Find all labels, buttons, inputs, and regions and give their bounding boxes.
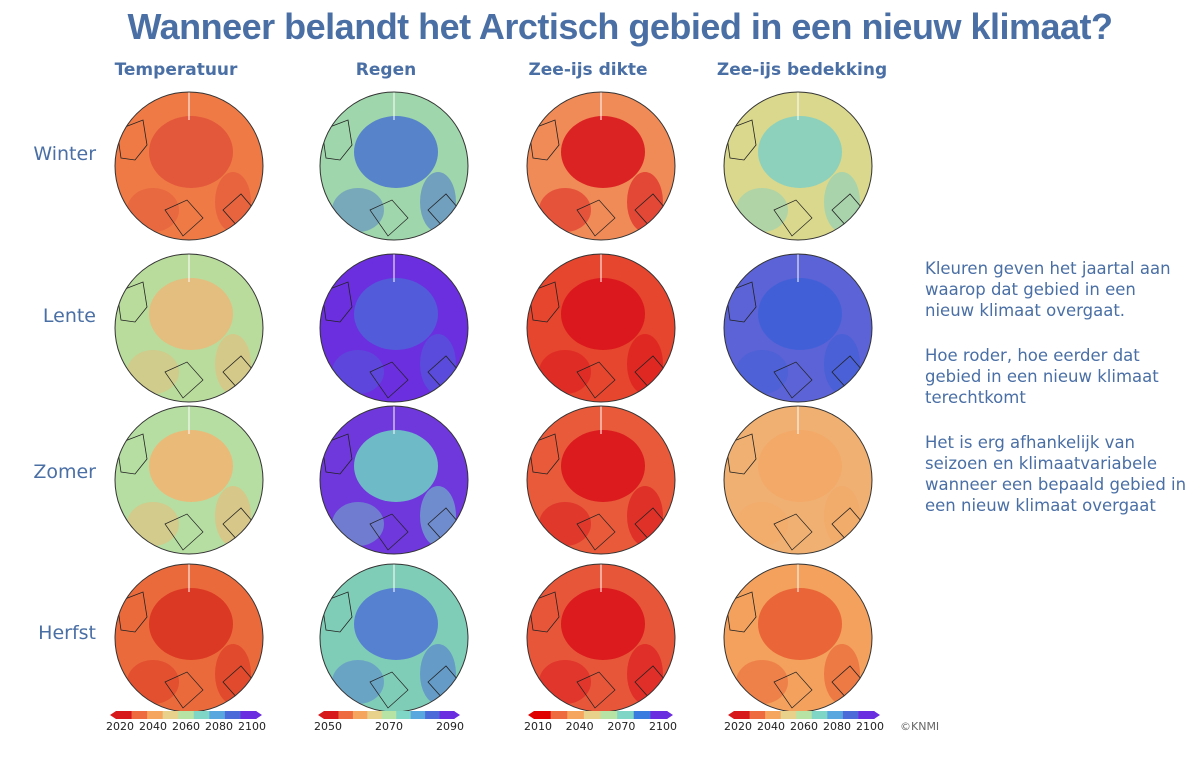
map-temperatuur-lente: [114, 253, 264, 403]
legend-tick-label: 2060: [790, 720, 818, 733]
legend-zee-ijs-dikte: 2010 2040 2070 2100: [524, 710, 677, 734]
legend-zee-ijs-bedekking: 2020 2040 2060 2080 2100: [724, 710, 884, 734]
legend-tick-label: 2040: [139, 720, 167, 733]
colorbar: [110, 711, 262, 719]
map-temperatuur-zomer: [114, 405, 264, 555]
legend-tick-label: 2100: [238, 720, 266, 733]
colorbar: [728, 711, 880, 719]
map-zee-ijs-dikte-lente: [526, 253, 676, 403]
map-zee-ijs-dikte-winter: [526, 91, 676, 241]
map-temperatuur-winter: [114, 91, 264, 241]
legend-tick-label: 2080: [205, 720, 233, 733]
note-paragraph-2: Hoe roder, hoe eerder dat gebied in een …: [925, 346, 1159, 407]
map-zee-ijs-dikte-herfst: [526, 563, 676, 713]
colorbar: [318, 711, 460, 719]
page-title: Wanneer belandt het Arctisch gebied in e…: [127, 6, 1113, 47]
map-zee-ijs-bedekking-lente: [723, 253, 873, 403]
column-header-zee-ijs-dikte: Zee-ijs dikte: [528, 60, 648, 80]
legend-tick-label: 2040: [757, 720, 785, 733]
map-zee-ijs-bedekking-herfst: [723, 563, 873, 713]
legend-tick-label: 2090: [436, 720, 464, 733]
legend-regen: 2050 2070 2090: [314, 710, 464, 734]
legend-tick-label: 2050: [314, 720, 342, 733]
map-temperatuur-herfst: [114, 563, 264, 713]
map-zee-ijs-bedekking-zomer: [723, 405, 873, 555]
colorbar: [528, 711, 673, 719]
map-zee-ijs-dikte-zomer: [526, 405, 676, 555]
legend-tick-label: 2100: [649, 720, 677, 733]
legend-tick-label: 2070: [375, 720, 403, 733]
column-header-zee-ijs-bedekking: Zee-ijs bedekking: [716, 60, 888, 80]
credit: ©KNMI: [900, 720, 940, 733]
map-regen-zomer: [319, 405, 469, 555]
row-label-herfst: Herfst: [38, 622, 96, 644]
row-label-lente: Lente: [42, 305, 96, 327]
column-header-temperatuur: Temperatuur: [114, 60, 238, 80]
legend-tick-label: 2060: [172, 720, 200, 733]
map-regen-winter: [319, 91, 469, 241]
legend-tick-label: 2020: [724, 720, 752, 733]
row-label-winter: Winter: [33, 143, 96, 165]
row-label-zomer: Zomer: [33, 461, 96, 483]
legend-tick-label: 2070: [607, 720, 636, 733]
legend-tick-label: 2040: [565, 720, 594, 733]
legend-temperatuur: 2020 2040 2060 2080 2100: [106, 710, 266, 734]
legend-tick-label: 2020: [106, 720, 134, 733]
note-paragraph-3: Het is erg afhankelijk van seizoen en kl…: [925, 433, 1187, 515]
note-paragraph-1: Kleuren geven het jaartal aan waarop dat…: [925, 259, 1171, 320]
map-regen-lente: [319, 253, 469, 403]
legend-tick-label: 2100: [856, 720, 884, 733]
legend-tick-label: 2010: [524, 720, 552, 733]
column-header-regen: Regen: [355, 60, 417, 80]
map-zee-ijs-bedekking-winter: [723, 91, 873, 241]
legend-tick-label: 2080: [823, 720, 851, 733]
map-regen-herfst: [319, 563, 469, 713]
